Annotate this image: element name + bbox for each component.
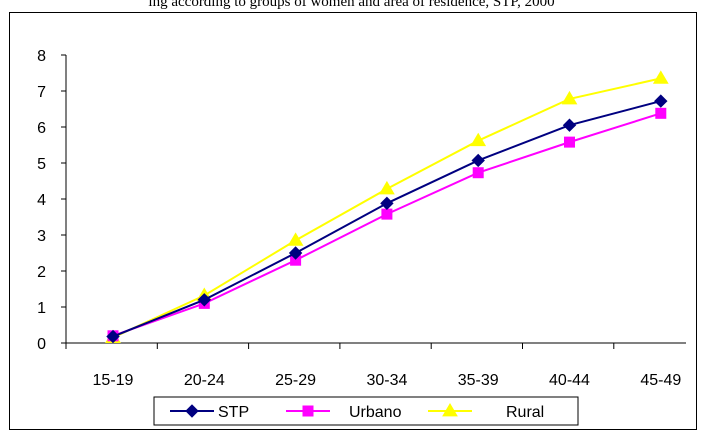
axes: 0 1 2 3 4 5 6 7 8 15-19 20-24 25-29 30-34 35-39 40-44 4… bbox=[37, 48, 686, 389]
y-tick-label: 8 bbox=[37, 48, 46, 65]
data-point-rural bbox=[652, 70, 669, 84]
y-tick-label: 3 bbox=[37, 228, 46, 245]
data-point-rural bbox=[470, 132, 487, 147]
y-tick-label: 6 bbox=[37, 120, 46, 137]
chart-caption: ing according to groups of women and are… bbox=[148, 0, 555, 10]
legend-label: Urbano bbox=[349, 404, 402, 421]
x-tick-label: 45-49 bbox=[640, 372, 681, 389]
series-stp bbox=[106, 94, 668, 344]
data-point-urbano bbox=[655, 107, 667, 119]
legend-item-stp: STP bbox=[170, 404, 249, 421]
x-tick-label: 15-19 bbox=[93, 372, 134, 389]
x-tick-label: 40-44 bbox=[549, 372, 590, 389]
x-tick-label: 35-39 bbox=[458, 372, 499, 389]
data-point-urbano bbox=[564, 136, 575, 148]
x-tick-label: 30-34 bbox=[366, 372, 407, 389]
series-group bbox=[105, 70, 669, 344]
legend-label: STP bbox=[218, 404, 249, 421]
data-point-rural bbox=[287, 232, 304, 246]
data-point-stp bbox=[562, 118, 577, 132]
y-tick-label: 5 bbox=[37, 156, 46, 173]
y-tick-label: 2 bbox=[37, 264, 46, 281]
legend-marker bbox=[302, 405, 314, 417]
data-point-stp bbox=[380, 196, 394, 211]
x-tick-label: 20-24 bbox=[184, 372, 225, 389]
data-point-urbano bbox=[472, 167, 484, 179]
y-tick-label: 0 bbox=[37, 336, 46, 353]
legend: STP Urbano Rural bbox=[153, 396, 579, 426]
y-tick-label: 1 bbox=[37, 300, 46, 317]
data-point-rural bbox=[561, 90, 578, 105]
data-point-stp bbox=[106, 329, 120, 344]
legend-label: Rural bbox=[506, 404, 544, 421]
x-tick-label: 25-29 bbox=[275, 372, 316, 389]
data-point-rural bbox=[379, 180, 395, 195]
legend-marker bbox=[185, 404, 199, 418]
legend-box bbox=[153, 396, 579, 426]
legend-item-urbano: Urbano bbox=[286, 404, 402, 421]
data-point-stp bbox=[197, 293, 212, 307]
data-point-stp bbox=[471, 153, 485, 168]
y-tick-label: 7 bbox=[37, 84, 46, 101]
data-point-stp bbox=[654, 94, 668, 108]
data-point-stp bbox=[288, 246, 303, 260]
legend-item-rural: Rural bbox=[428, 403, 544, 421]
data-point-urbano bbox=[381, 208, 393, 220]
legend-marker bbox=[442, 403, 458, 417]
y-tick-label: 4 bbox=[37, 192, 46, 209]
